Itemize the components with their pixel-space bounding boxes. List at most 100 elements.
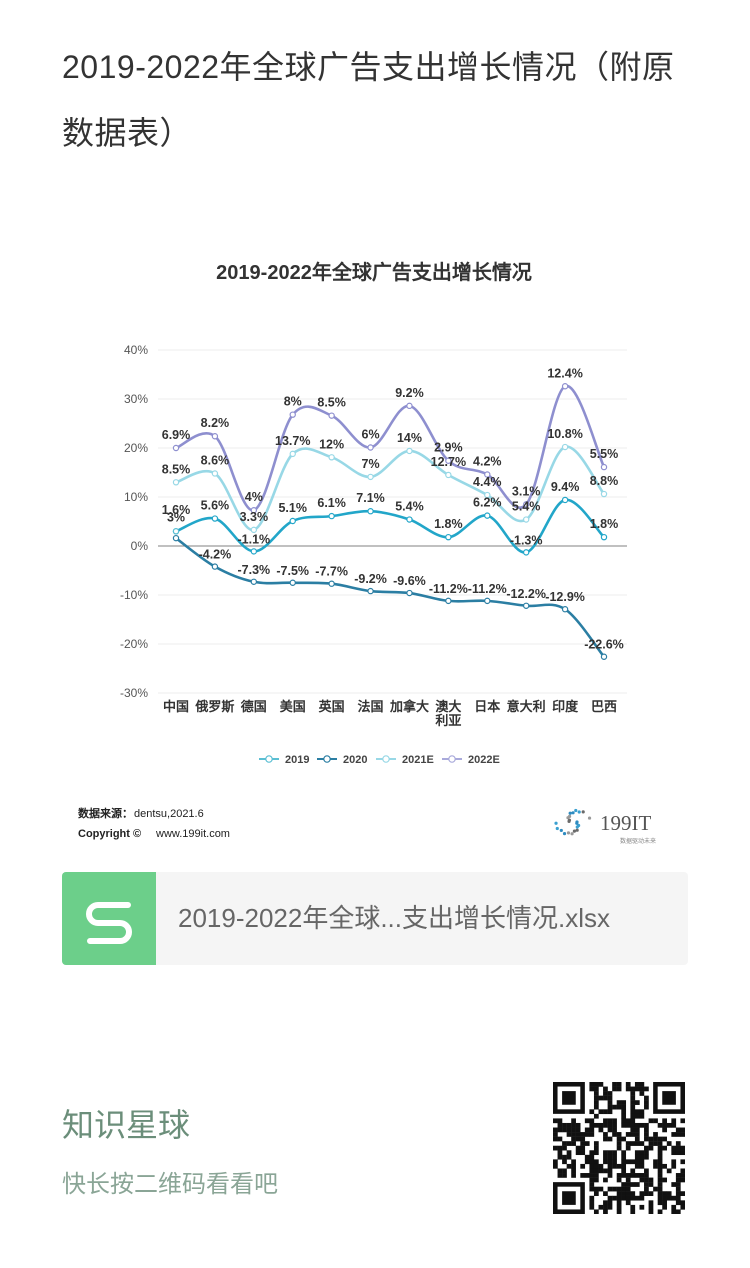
- data-label: 5.4%: [512, 500, 541, 514]
- data-point: [445, 457, 452, 464]
- data-point: [484, 491, 491, 499]
- data-point: [561, 443, 569, 451]
- copyright-text: www.199it.com: [155, 828, 230, 840]
- data-label: -9.6%: [393, 574, 426, 588]
- logo-dot: [572, 829, 577, 833]
- data-point: [172, 444, 180, 452]
- qr-code-icon[interactable]: [553, 1082, 686, 1215]
- logo-dot: [568, 811, 572, 815]
- data-label: 5.5%: [590, 447, 619, 461]
- data-point: [289, 517, 296, 525]
- data-label: 3.1%: [512, 484, 541, 498]
- data-point: [522, 549, 530, 556]
- data-point: [172, 534, 180, 542]
- data-point: [250, 578, 258, 585]
- logo-dot: [587, 816, 592, 820]
- data-label: 5.6%: [201, 499, 230, 513]
- logo-dot: [554, 821, 558, 825]
- data-point: [211, 563, 219, 570]
- data-point: [211, 470, 219, 477]
- brand-logo: 199IT 数据驱动未来: [554, 808, 656, 845]
- data-point: [211, 433, 219, 440]
- data-label: -7.7%: [315, 565, 348, 579]
- attachment-file-name: 2019-2022年全球...支出增长情况.xlsx: [178, 903, 611, 933]
- data-label: 8%: [284, 395, 302, 409]
- y-tick-label: 10%: [124, 490, 148, 504]
- logo-dot: [555, 826, 559, 831]
- data-point: [328, 412, 335, 419]
- x-tick-label: 日本: [474, 699, 500, 714]
- data-point: [600, 653, 608, 660]
- x-tick-label: 意大利: [507, 699, 546, 714]
- x-tick-label: 英国: [318, 699, 345, 714]
- logo-dot: [581, 810, 585, 814]
- data-label: -22.6%: [584, 638, 624, 652]
- attachment-card[interactable]: 2019-2022年全球...支出增长情况.xlsx: [62, 872, 688, 965]
- data-label: 4.4%: [473, 475, 502, 489]
- y-tick-label: -20%: [120, 637, 148, 651]
- x-tick-label: 印度: [552, 699, 579, 714]
- data-label: 12%: [319, 437, 344, 451]
- line-chart: 2019-2022年全球广告支出增长情况 -30% -20% -10% 0% 10% 20%…: [78, 260, 656, 845]
- data-point: [484, 471, 491, 478]
- data-point: [367, 473, 374, 481]
- data-label: -7.3%: [237, 563, 270, 577]
- data-point: [289, 411, 296, 418]
- data-label: 2.9%: [434, 441, 463, 455]
- x-tick-label: 美国: [280, 699, 306, 714]
- data-point: [406, 516, 413, 523]
- data-label: 12.7%: [431, 455, 466, 469]
- data-point: [367, 444, 374, 451]
- source-text: dentsu,2021.6: [134, 808, 204, 820]
- spreadsheet-icon: [62, 872, 156, 965]
- y-tick-label: 20%: [124, 441, 148, 455]
- data-label: 7.1%: [356, 491, 385, 505]
- y-tick-label: 30%: [124, 392, 148, 406]
- data-label: 3.3%: [240, 510, 269, 524]
- y-tick-label: 40%: [124, 343, 148, 357]
- data-point: [445, 471, 452, 479]
- data-label: -4.2%: [199, 548, 232, 562]
- legend-label: 2020: [343, 754, 367, 766]
- logo-dot: [567, 814, 572, 818]
- series-line: [174, 445, 606, 532]
- data-point: [367, 587, 374, 595]
- data-point: [561, 496, 569, 504]
- brand-tagline: 数据驱动未来: [620, 837, 656, 845]
- legend-item: 2021E: [376, 754, 434, 766]
- data-label: 6.2%: [473, 496, 502, 510]
- data-label: 1.8%: [590, 517, 619, 531]
- chart-card: 2019-2022年全球广告支出增长情况 -30% -20% -10% 0% 10% 20%…: [62, 236, 702, 852]
- data-label: -7.5%: [276, 564, 309, 578]
- x-tick-label: 俄罗斯: [194, 699, 234, 714]
- post-title: 2019-2022年全球广告支出增长情况（附原数据表）: [62, 49, 675, 151]
- logo-dot: [577, 810, 581, 814]
- y-tick-label: -30%: [120, 686, 148, 700]
- copyright-label: Copyright ©: [78, 828, 141, 840]
- data-point: [522, 501, 530, 508]
- data-label: 9.4%: [551, 480, 580, 494]
- data-point: [561, 606, 569, 613]
- data-label: 8.2%: [201, 416, 230, 430]
- logo-dot: [567, 818, 572, 822]
- legend-label: 2021E: [402, 754, 434, 766]
- data-label: 13.7%: [275, 434, 310, 448]
- data-point: [172, 479, 180, 486]
- logo-dot: [575, 828, 579, 832]
- chart-title: 2019-2022年全球广告支出增长情况: [216, 260, 532, 284]
- legend-item: 2019: [259, 754, 309, 766]
- data-point: [600, 490, 608, 498]
- data-label: 10.8%: [547, 427, 582, 441]
- data-point: [445, 533, 452, 541]
- data-label: -1.1%: [237, 532, 270, 546]
- data-point: [211, 515, 219, 522]
- data-point: [445, 597, 452, 605]
- data-point: [600, 463, 608, 471]
- data-label: 6%: [362, 428, 380, 442]
- data-point: [172, 528, 180, 535]
- data-point: [289, 450, 296, 458]
- data-label: 8.6%: [201, 453, 230, 467]
- data-label: 14%: [397, 431, 422, 445]
- planet-name: 知识星球: [62, 1107, 191, 1143]
- legend-marker: [382, 755, 390, 763]
